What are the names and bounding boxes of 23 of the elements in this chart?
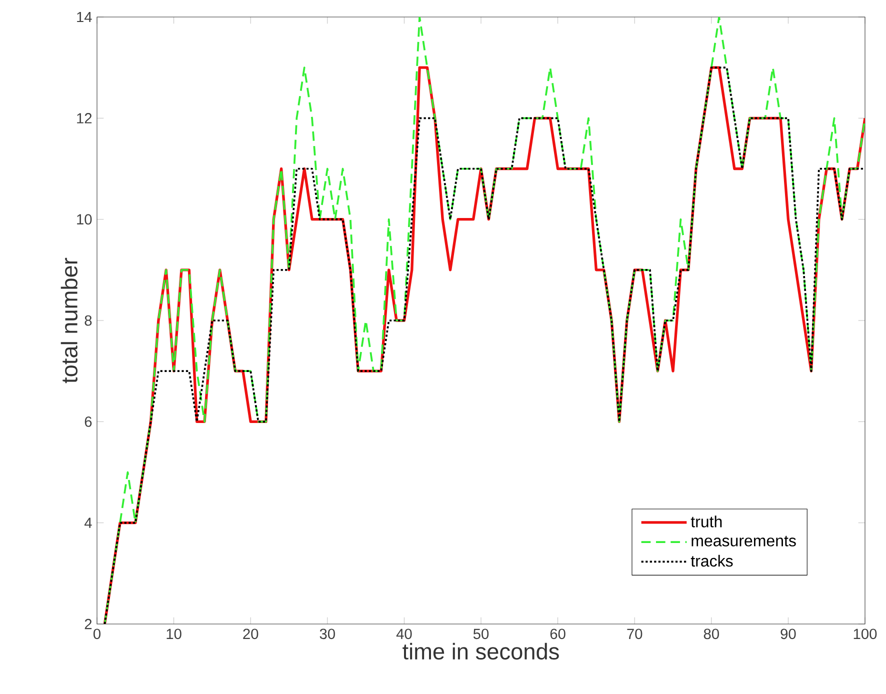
x-tick-label: 10 [166, 628, 182, 640]
x-tick-label: 30 [320, 628, 335, 640]
legend-label: truth [690, 516, 722, 528]
x-tick-label: 100 [854, 628, 877, 640]
x-tick-label: 70 [627, 628, 642, 640]
y-tick-label: 14 [77, 12, 92, 22]
y-tick-label: 4 [84, 518, 92, 528]
legend-label: measurements [692, 536, 796, 546]
legend-label: tracks [690, 554, 733, 567]
x-tick-label: 60 [550, 628, 566, 640]
y-tick-label: 10 [77, 214, 92, 225]
x-tick-label: 50 [473, 628, 489, 640]
y-tick-label: 12 [77, 113, 92, 124]
y-tick-label: 6 [84, 416, 92, 427]
x-tick-label: 0 [93, 628, 100, 640]
y-axis-title: total number [60, 258, 78, 384]
y-tick-label: 2 [84, 618, 92, 630]
x-tick-label: 80 [704, 628, 719, 640]
x-tick-label: 20 [243, 628, 258, 640]
y-tick-label: 8 [84, 315, 92, 326]
x-tick-label: 40 [396, 628, 412, 640]
x-axis-title: time in seconds [402, 642, 559, 660]
x-tick-label: 90 [780, 628, 796, 640]
